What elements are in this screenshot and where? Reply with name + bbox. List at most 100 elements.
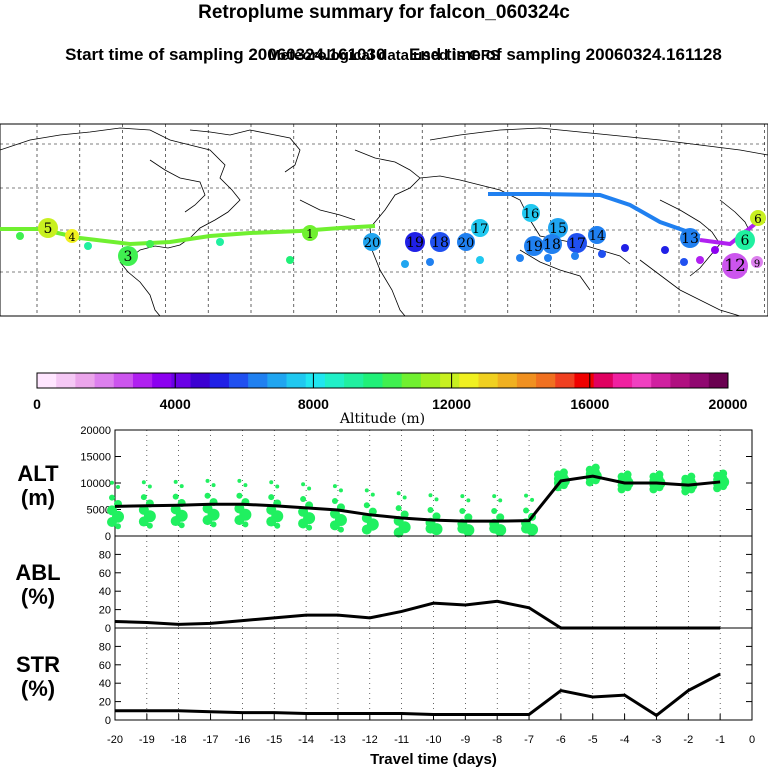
alt-scatter-dot bbox=[173, 479, 178, 484]
map-plume-label: 16 bbox=[523, 207, 540, 222]
map-plume-dot bbox=[544, 254, 552, 262]
alt-scatter-dot bbox=[530, 497, 535, 502]
y-tick-label: 5000 bbox=[87, 505, 111, 517]
colorbar-segment bbox=[555, 373, 575, 388]
alt-scatter-dot bbox=[466, 498, 471, 503]
map-plume-label: 17 bbox=[568, 236, 586, 252]
x-axis: -20 -19 -18 -17 -16 -15 -14 -13 -12 -11 -10 -9 -8 -7-… bbox=[107, 714, 755, 768]
x-tick-label: -20 bbox=[107, 734, 123, 746]
alt-scatter-dot bbox=[559, 468, 568, 477]
colorbar-segment bbox=[344, 373, 364, 388]
alt-scatter-dot bbox=[498, 498, 503, 503]
alt-scatter-dot bbox=[617, 472, 626, 481]
panel-label-top: ALT bbox=[17, 461, 59, 486]
x-tick-label: -9 bbox=[460, 734, 470, 746]
time-series-plots: 05000100001500020000ALT(m)020406080ABL(%… bbox=[15, 425, 755, 768]
alt-scatter-dot bbox=[170, 516, 181, 527]
colorbar-segment bbox=[56, 373, 76, 388]
colorbar-segment bbox=[267, 373, 288, 388]
x-tick-label: -8 bbox=[492, 734, 502, 746]
alt-scatter-dot bbox=[553, 470, 562, 479]
alt-scatter-dot bbox=[433, 524, 440, 531]
map-plume-dot bbox=[16, 232, 24, 240]
colorbar-segment bbox=[708, 373, 729, 388]
alt-scatter-dot bbox=[110, 480, 114, 485]
map-plume-label: 6 bbox=[754, 212, 762, 226]
alt-scatter-dot bbox=[427, 507, 434, 514]
alt-scatter-dot bbox=[655, 470, 664, 479]
map-plume-dot bbox=[216, 238, 224, 246]
colorbar-segment bbox=[152, 373, 172, 388]
alt-scatter-dot bbox=[496, 513, 505, 522]
alt-scatter-dot bbox=[147, 484, 152, 489]
colorbar-segment bbox=[440, 373, 460, 388]
colorbar-segment bbox=[209, 373, 230, 388]
alt-scatter-dot bbox=[523, 507, 530, 514]
alt-scatter-dot bbox=[337, 526, 344, 533]
alt-scatter-dot bbox=[210, 521, 217, 528]
alt-scatter-dot bbox=[140, 494, 147, 501]
colorbar-segment bbox=[536, 373, 556, 388]
alt-scatter-dot bbox=[491, 507, 498, 514]
colorbar-tick-label: 8000 bbox=[298, 396, 329, 412]
map-plume-circle bbox=[522, 204, 540, 222]
coastlines bbox=[0, 127, 768, 317]
alt-scatter-dot bbox=[138, 516, 149, 527]
alt-scatter-dot bbox=[649, 472, 658, 481]
alt-scatter-dot bbox=[457, 523, 468, 534]
map-plume-circle bbox=[118, 246, 138, 266]
map-plume-label: 19 bbox=[525, 239, 543, 255]
colorbar-segment bbox=[593, 373, 614, 388]
map-plume-label: 12 bbox=[724, 256, 746, 276]
colorbar-segment bbox=[459, 373, 479, 388]
map-plume-circle bbox=[302, 225, 318, 241]
alt-scatter-dot bbox=[521, 523, 532, 534]
alt-scatter-dot bbox=[268, 494, 275, 501]
alt-scatter-dot bbox=[428, 493, 433, 498]
alt-scatter-dot bbox=[116, 485, 120, 490]
alt-scatter-dot bbox=[393, 527, 404, 538]
alt-scatter-dot bbox=[719, 469, 728, 478]
map-plume-circle bbox=[457, 233, 475, 251]
alt-scatter-dot bbox=[363, 502, 370, 509]
y-tick-label: 40 bbox=[99, 586, 111, 598]
map-plume-circle bbox=[542, 234, 562, 254]
colorbar-segment bbox=[478, 373, 499, 388]
colorbar-segment bbox=[401, 373, 422, 388]
alt-scatter-dot bbox=[364, 488, 369, 493]
map-plume-label: 1 bbox=[306, 227, 314, 241]
plume-track-purple bbox=[699, 218, 762, 247]
colorbar-segment bbox=[113, 373, 134, 388]
end-time-label: End time of sampling 20060324.161128 bbox=[409, 45, 722, 64]
map-plume-circle bbox=[524, 236, 544, 256]
altitude-colorbar: 0 4000 8000 12000 16000 20000 Altitude (m) bbox=[33, 372, 748, 427]
colorbar-segment bbox=[632, 373, 652, 388]
alt-scatter-dot bbox=[307, 486, 312, 491]
alt-scatter-dot bbox=[529, 524, 536, 531]
alt-scatter-dot bbox=[329, 520, 340, 531]
alt-scatter-dot bbox=[115, 523, 121, 530]
map-plume-dot bbox=[476, 256, 484, 264]
map-plume-circle bbox=[548, 218, 568, 238]
map-plume-dot bbox=[286, 256, 294, 264]
alt-scatter-dot bbox=[465, 524, 472, 531]
alt-scatter-dot bbox=[331, 497, 338, 504]
alt-scatter-dot bbox=[172, 493, 179, 500]
x-tick-label: -18 bbox=[171, 734, 187, 746]
alt-scatter-dot bbox=[275, 484, 280, 489]
map-plume-circle bbox=[680, 228, 700, 248]
alt-scatter-dot bbox=[489, 523, 500, 534]
x-tick-label: -4 bbox=[620, 734, 630, 746]
map-plume-dot bbox=[711, 246, 719, 254]
alt-scatter-dot bbox=[591, 463, 600, 472]
plume-tracks bbox=[0, 192, 762, 247]
x-tick-label: -13 bbox=[330, 734, 346, 746]
y-tick-label: 15000 bbox=[80, 452, 111, 464]
colorbar-segment bbox=[75, 373, 96, 388]
alt-scatter-dot bbox=[178, 522, 185, 529]
x-tick-label: -1 bbox=[715, 734, 725, 746]
map-plume-dot bbox=[680, 258, 688, 266]
alt-scatter-dot bbox=[266, 516, 277, 527]
alt-scatter-dot bbox=[274, 522, 281, 529]
alt-scatter-dot bbox=[434, 497, 439, 502]
